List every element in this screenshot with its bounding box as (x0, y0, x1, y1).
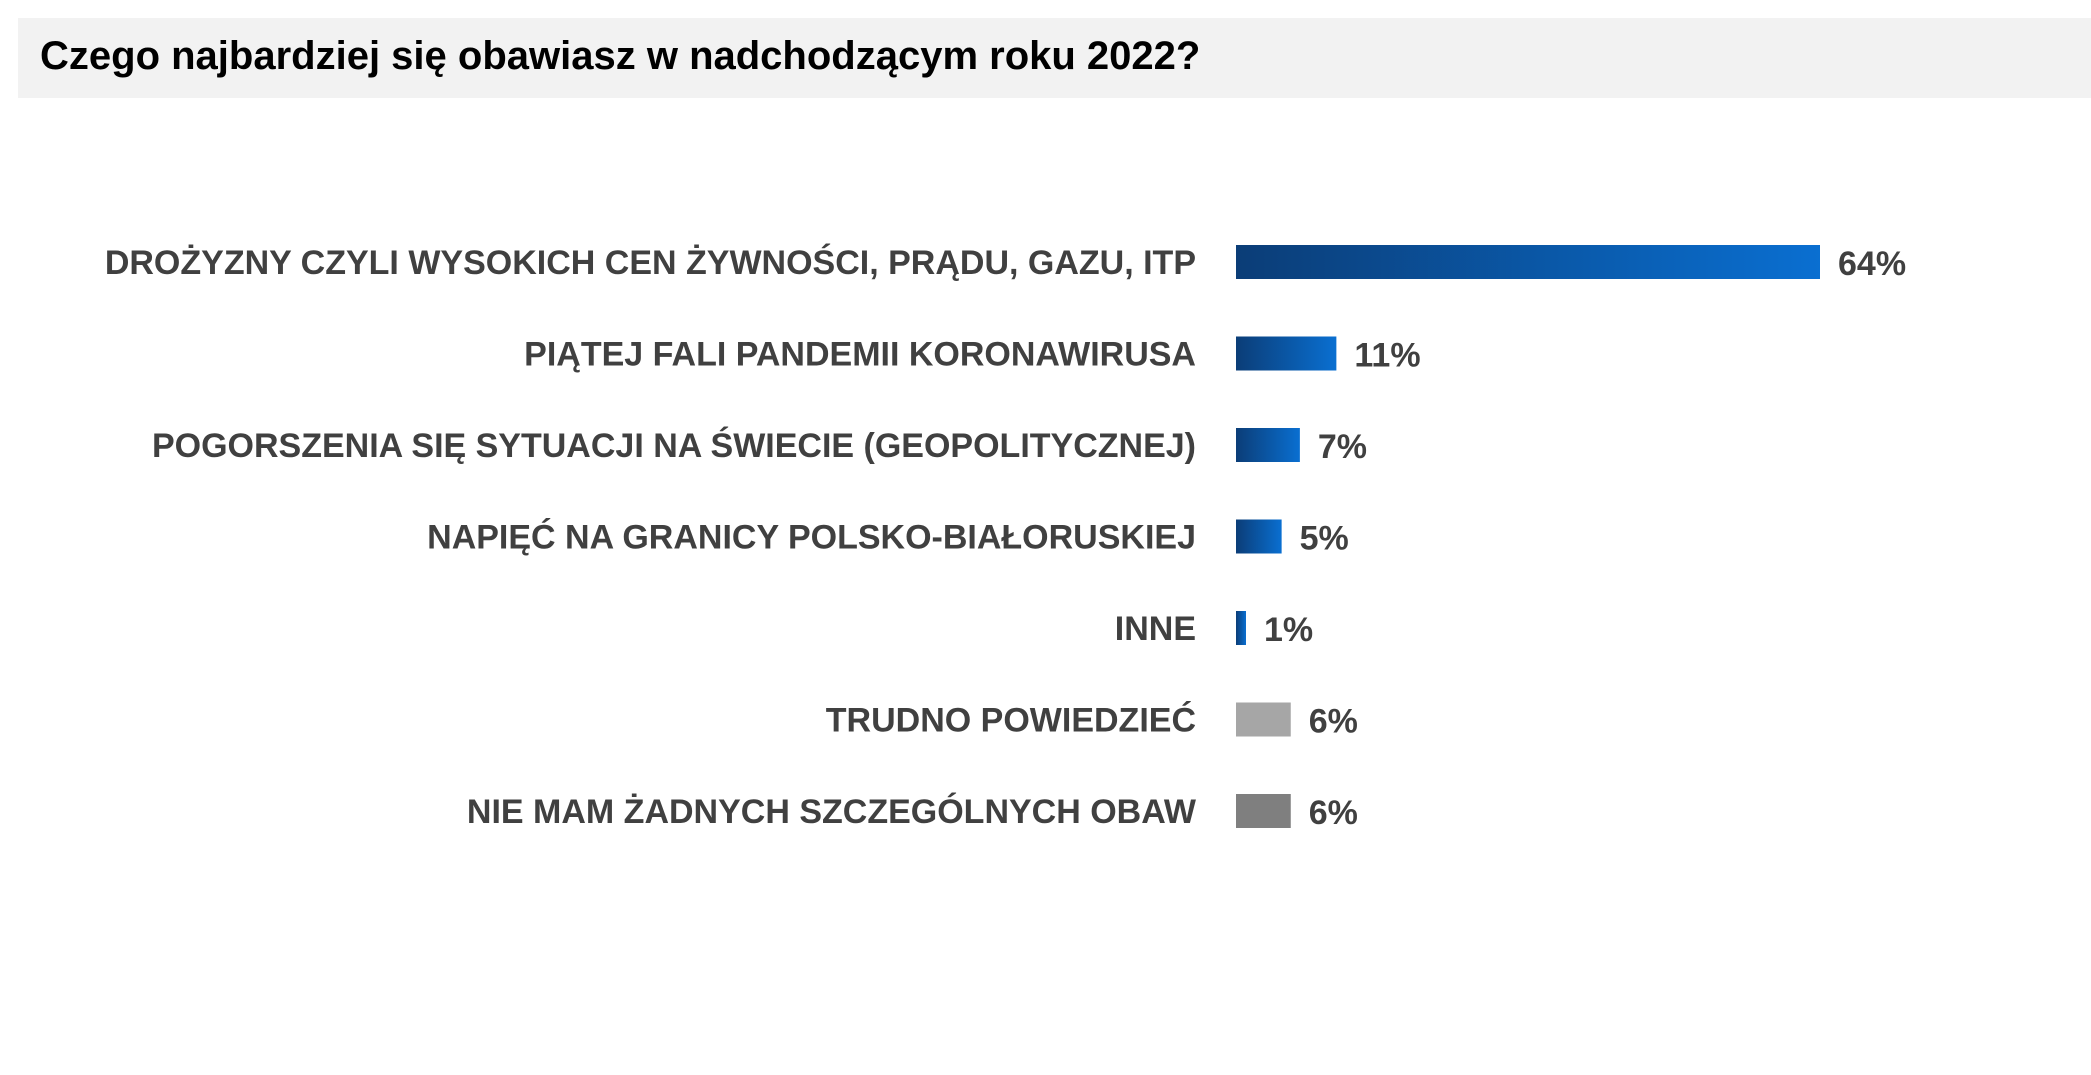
value-labels-group: 64% 11% 7% 5% 1% 6% 6% (1264, 245, 1906, 832)
category-label: TRUDNO POWIEDZIEĆ (826, 702, 1196, 740)
category-label: NIE MAM ŻADNYCH SZCZEGÓLNYCH OBAW (467, 793, 1197, 831)
bar (1236, 611, 1246, 645)
category-label: NAPIĘĆ NA GRANICY POLSKO-BIAŁORUSKIEJ (427, 519, 1196, 557)
category-label: INNE (1115, 610, 1196, 648)
value-label: 7% (1318, 428, 1367, 466)
category-label: PIĄTEJ FALI PANDEMII KORONAWIRUSA (524, 336, 1196, 374)
title-bar: Czego najbardziej się obawiasz w nadchod… (18, 18, 2091, 98)
value-label: 6% (1309, 703, 1358, 741)
bar (1236, 245, 1820, 279)
bar (1236, 519, 1282, 554)
bar (1236, 336, 1337, 371)
bars-group (1236, 245, 1820, 828)
bar (1236, 428, 1300, 462)
value-label: 11% (1354, 337, 1420, 375)
value-label: 64% (1838, 245, 1906, 283)
category-label: POGORSZENIA SIĘ SYTUACJI NA ŚWIECIE (GEO… (152, 427, 1196, 465)
chart-title: Czego najbardziej się obawiasz w nadchod… (40, 34, 1201, 78)
category-label: DROŻYZNY CZYLI WYSOKICH CEN ŻYWNOŚCI, PR… (105, 244, 1196, 282)
category-labels-group: DROŻYZNY CZYLI WYSOKICH CEN ŻYWNOŚCI, PR… (105, 244, 1197, 831)
value-label: 5% (1300, 520, 1349, 558)
bar (1236, 794, 1291, 828)
value-label: 1% (1264, 611, 1313, 649)
bar (1236, 702, 1291, 737)
value-label: 6% (1309, 794, 1358, 832)
